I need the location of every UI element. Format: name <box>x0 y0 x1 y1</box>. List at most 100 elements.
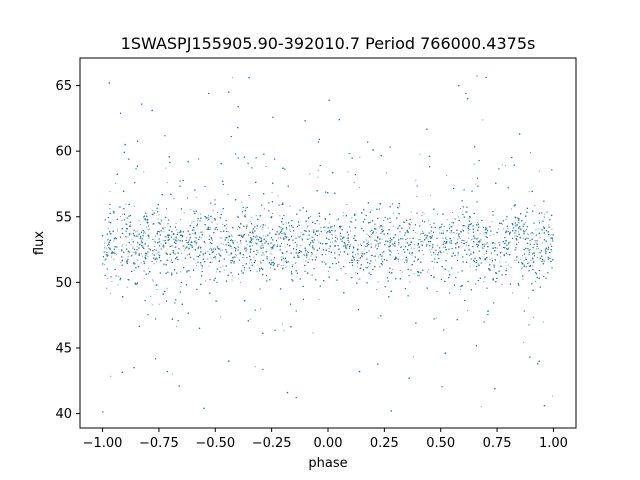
data-point <box>172 252 174 254</box>
data-point <box>111 233 113 235</box>
data-point <box>318 298 320 300</box>
data-point <box>381 252 383 254</box>
data-point <box>154 235 156 237</box>
data-point <box>127 236 129 238</box>
data-point <box>330 246 332 248</box>
data-point <box>253 256 255 258</box>
data-point <box>411 252 413 254</box>
data-point <box>420 233 422 235</box>
data-point <box>460 207 462 209</box>
data-point <box>366 244 368 246</box>
data-point <box>163 228 165 230</box>
data-point <box>246 224 248 226</box>
data-point <box>509 241 511 243</box>
data-point <box>273 244 275 246</box>
data-point <box>183 245 185 247</box>
data-point <box>164 227 166 229</box>
data-point <box>207 258 209 260</box>
data-point <box>136 246 138 248</box>
data-point <box>195 243 197 245</box>
data-point <box>256 228 258 230</box>
data-point <box>273 259 275 261</box>
data-point <box>260 245 262 247</box>
data-point <box>477 263 479 265</box>
data-point <box>375 232 377 234</box>
data-point <box>174 247 176 249</box>
data-point <box>347 236 349 238</box>
data-point <box>456 232 458 234</box>
data-point <box>371 209 373 211</box>
data-point <box>281 264 283 266</box>
data-point <box>503 228 505 230</box>
data-point <box>110 375 112 377</box>
data-point <box>177 231 179 233</box>
data-point <box>381 238 383 240</box>
data-point <box>220 316 222 318</box>
data-point <box>323 261 325 263</box>
data-point <box>417 259 419 261</box>
data-point <box>236 215 238 217</box>
data-point <box>407 237 409 239</box>
data-point <box>421 233 423 235</box>
data-point <box>375 244 377 246</box>
data-point <box>399 269 401 271</box>
data-point <box>348 153 350 155</box>
data-point <box>355 254 357 256</box>
data-point <box>309 173 311 175</box>
data-point <box>458 247 460 249</box>
data-point <box>107 254 109 256</box>
data-point <box>361 251 363 253</box>
data-point <box>460 242 462 244</box>
data-point <box>312 332 314 334</box>
data-point <box>388 242 390 244</box>
data-point <box>350 244 352 246</box>
data-point <box>222 249 224 251</box>
data-point <box>296 246 298 248</box>
data-point <box>227 194 229 196</box>
data-point <box>270 264 272 266</box>
data-point <box>246 249 248 251</box>
data-point <box>158 251 160 253</box>
data-point <box>542 321 544 323</box>
data-point <box>533 316 535 318</box>
data-point <box>257 238 259 240</box>
data-point <box>533 253 535 254</box>
data-point <box>419 239 421 240</box>
data-point <box>105 254 107 256</box>
data-point <box>218 259 220 261</box>
data-point <box>265 239 267 241</box>
data-point <box>263 254 265 256</box>
data-point <box>132 247 134 249</box>
data-point <box>536 256 538 258</box>
data-point <box>109 191 111 193</box>
data-point <box>236 228 238 230</box>
data-point <box>289 229 291 231</box>
data-point <box>370 236 372 238</box>
data-point <box>431 248 433 250</box>
data-point <box>484 231 486 233</box>
data-point <box>231 77 233 79</box>
data-point <box>404 259 406 261</box>
data-point <box>421 249 423 251</box>
data-point <box>392 212 394 214</box>
data-point <box>519 258 521 260</box>
data-point <box>230 234 232 236</box>
data-point <box>281 256 283 258</box>
data-point <box>505 165 507 167</box>
data-point <box>430 251 432 253</box>
data-point <box>543 216 545 218</box>
data-point <box>146 226 148 228</box>
data-point <box>446 175 448 177</box>
data-point <box>434 253 436 255</box>
data-point <box>527 233 529 235</box>
data-point <box>162 239 164 241</box>
data-point <box>180 252 182 254</box>
data-point <box>147 273 149 275</box>
data-point <box>107 227 109 229</box>
data-point <box>399 205 401 207</box>
data-point <box>143 232 144 234</box>
data-point <box>457 271 459 273</box>
data-point <box>280 227 282 229</box>
data-point <box>307 226 309 228</box>
data-point <box>396 249 398 251</box>
